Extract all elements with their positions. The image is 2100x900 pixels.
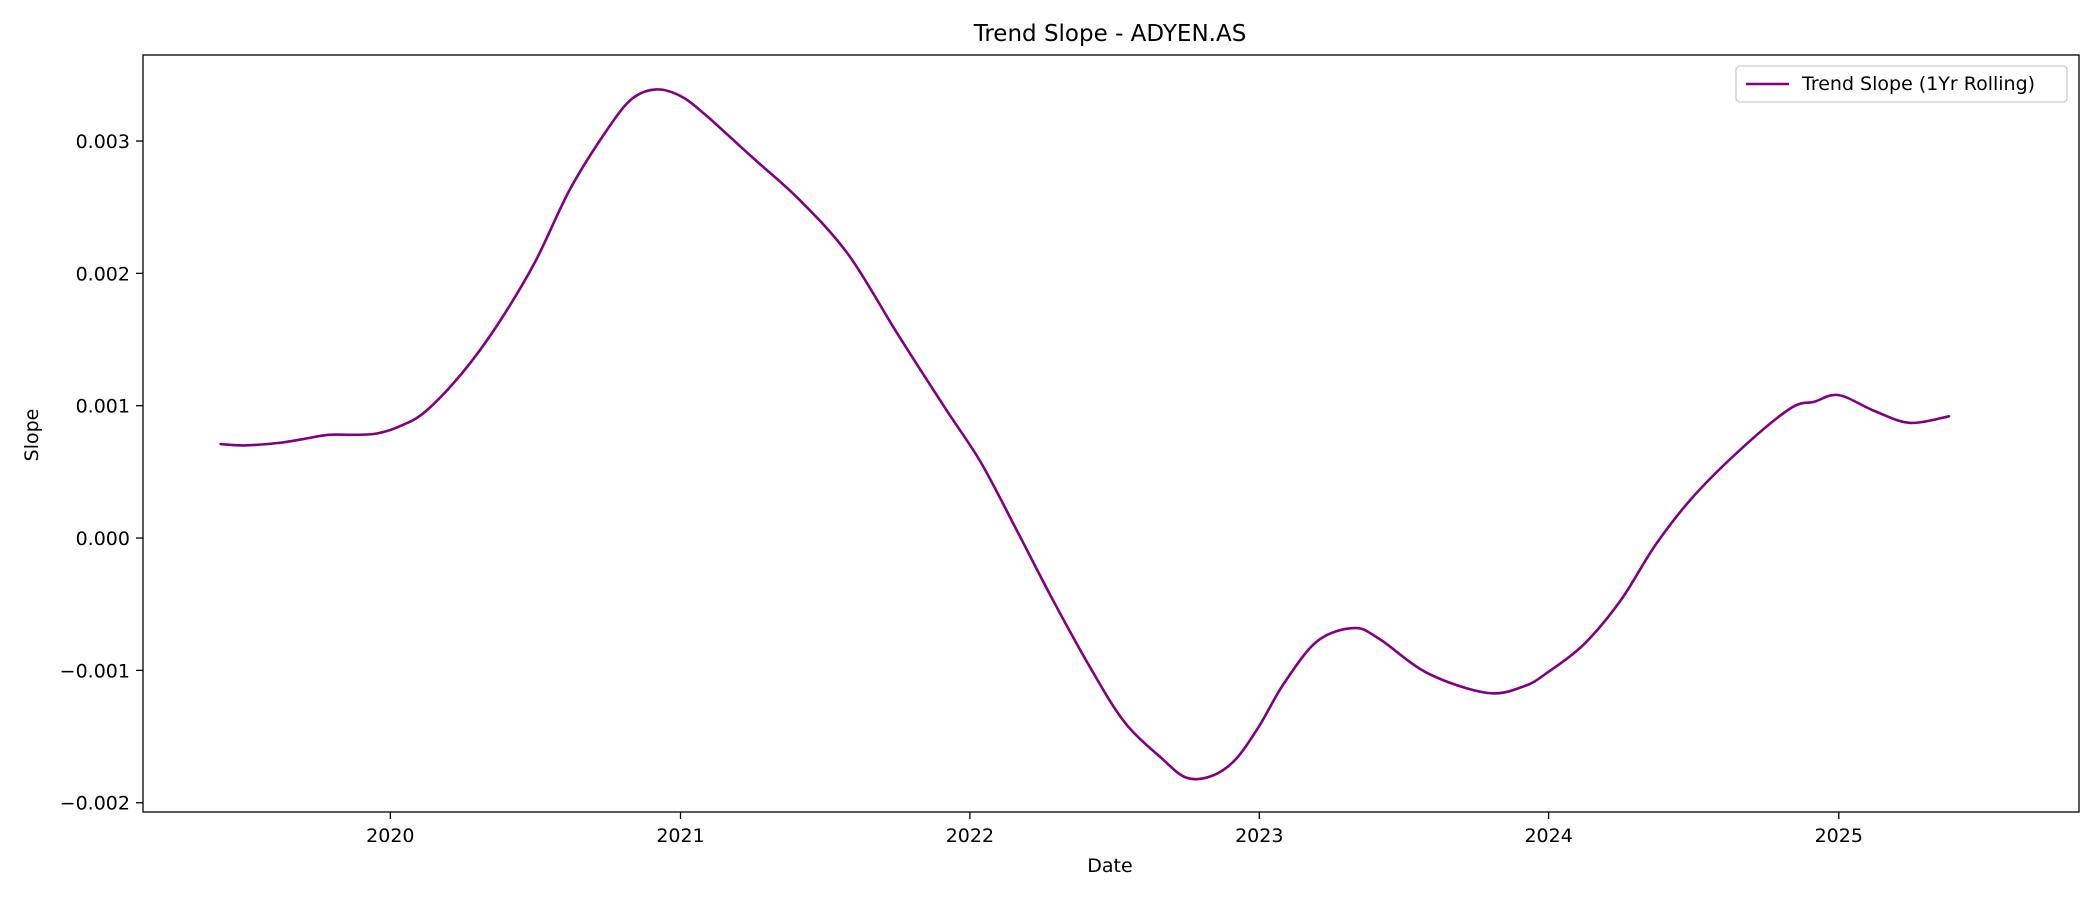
x-axis: 2020 2021 2022 2023 2024 2025 bbox=[366, 812, 1863, 847]
y-tick-label: 0.001 bbox=[76, 396, 130, 418]
y-tick-label: −0.001 bbox=[60, 660, 130, 682]
x-tick-label: 2025 bbox=[1815, 825, 1863, 847]
legend-frame bbox=[1735, 65, 2068, 103]
y-tick-label: 0.000 bbox=[76, 528, 130, 550]
x-tick-label: 2022 bbox=[946, 825, 994, 847]
trend-slope-line bbox=[219, 88, 1951, 781]
plot-frame bbox=[142, 54, 2080, 813]
chart-title: Trend Slope - ADYEN.AS bbox=[973, 21, 1247, 47]
y-tick-label: 0.002 bbox=[76, 263, 130, 285]
x-tick-label: 2021 bbox=[656, 825, 704, 847]
x-tick-label: 2023 bbox=[1235, 825, 1283, 847]
y-axis-label: Slope bbox=[21, 409, 43, 462]
y-tick-label: −0.002 bbox=[60, 793, 130, 815]
plot-background bbox=[143, 55, 2079, 812]
x-tick-label: 2024 bbox=[1524, 825, 1572, 847]
x-axis-label: Date bbox=[1087, 855, 1132, 877]
series-layer bbox=[219, 88, 1951, 781]
legend: Trend Slope (1Yr Rolling) bbox=[1735, 65, 2068, 103]
legend-label: Trend Slope (1Yr Rolling) bbox=[1801, 73, 2035, 95]
y-axis: 0.003 0.002 0.001 0.000 −0.001 −0.002 bbox=[60, 131, 143, 815]
x-tick-label: 2020 bbox=[366, 825, 414, 847]
y-tick-label: 0.003 bbox=[76, 131, 130, 153]
